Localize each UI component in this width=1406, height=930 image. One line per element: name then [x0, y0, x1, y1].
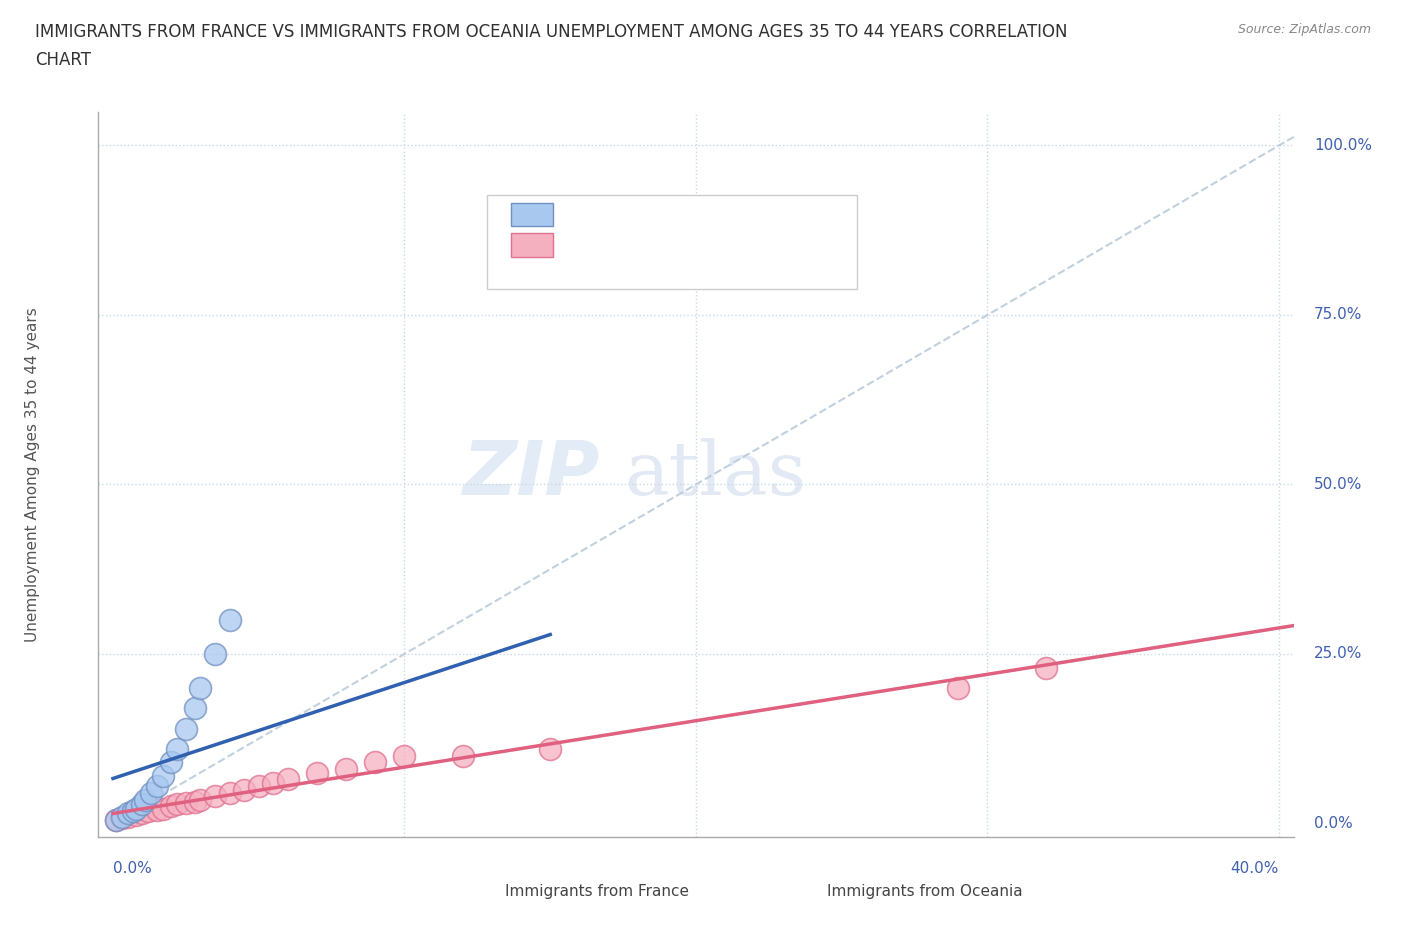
Point [145, 778, 167, 793]
Point [104, 813, 127, 828]
Point [131, 797, 153, 812]
Point [152, 768, 174, 783]
Point [233, 782, 256, 797]
Point [183, 794, 205, 809]
Point [305, 765, 328, 780]
Text: 100.0%: 100.0% [1315, 138, 1372, 153]
Point [335, 762, 357, 777]
Point [125, 808, 148, 823]
Point [174, 721, 197, 736]
Point [125, 801, 148, 816]
Point [364, 755, 387, 770]
Text: R = 0.626  N = 27: R = 0.626 N = 27 [565, 236, 730, 254]
Point [1035, 660, 1057, 675]
Point [131, 805, 153, 820]
Point [136, 804, 159, 818]
Point [145, 803, 167, 817]
Point [166, 741, 188, 756]
FancyBboxPatch shape [779, 878, 815, 906]
Point [160, 799, 183, 814]
Text: R = 0.917  N = 18: R = 0.917 N = 18 [565, 206, 730, 223]
Point [166, 797, 188, 812]
Point [117, 805, 139, 820]
Point [174, 796, 197, 811]
Point [111, 809, 134, 824]
Point [190, 681, 212, 696]
Point [218, 613, 240, 628]
Point [218, 786, 240, 801]
Point [139, 786, 162, 801]
Point [104, 813, 127, 828]
Point [117, 809, 139, 824]
Text: Unemployment Among Ages 35 to 44 years: Unemployment Among Ages 35 to 44 years [25, 307, 41, 642]
Point [277, 772, 299, 787]
Point [394, 749, 416, 764]
Point [190, 792, 212, 807]
Text: Immigrants from Oceania: Immigrants from Oceania [827, 884, 1024, 899]
Point [183, 700, 205, 715]
Text: 0.0%: 0.0% [112, 861, 152, 876]
Text: IMMIGRANTS FROM FRANCE VS IMMIGRANTS FROM OCEANIA UNEMPLOYMENT AMONG AGES 35 TO : IMMIGRANTS FROM FRANCE VS IMMIGRANTS FRO… [35, 23, 1067, 41]
Point [152, 801, 174, 816]
Point [948, 681, 970, 696]
Point [538, 741, 561, 756]
Text: 50.0%: 50.0% [1315, 477, 1362, 492]
FancyBboxPatch shape [486, 195, 858, 289]
Text: 25.0%: 25.0% [1315, 646, 1362, 661]
Text: 75.0%: 75.0% [1315, 308, 1362, 323]
FancyBboxPatch shape [510, 203, 553, 226]
Text: Immigrants from France: Immigrants from France [505, 884, 689, 899]
FancyBboxPatch shape [457, 878, 492, 906]
Text: CHART: CHART [35, 51, 91, 69]
Text: atlas: atlas [624, 438, 807, 511]
Point [247, 778, 270, 793]
Text: 0.0%: 0.0% [1315, 816, 1353, 830]
Point [160, 755, 183, 770]
Point [451, 749, 474, 764]
Text: Source: ZipAtlas.com: Source: ZipAtlas.com [1237, 23, 1371, 36]
Text: ZIP: ZIP [463, 438, 600, 511]
Point [122, 804, 145, 818]
Point [204, 789, 226, 804]
Point [262, 776, 284, 790]
FancyBboxPatch shape [510, 233, 553, 257]
Point [134, 792, 156, 807]
Point [111, 811, 134, 826]
Text: 40.0%: 40.0% [1230, 861, 1279, 876]
Point [204, 646, 226, 661]
